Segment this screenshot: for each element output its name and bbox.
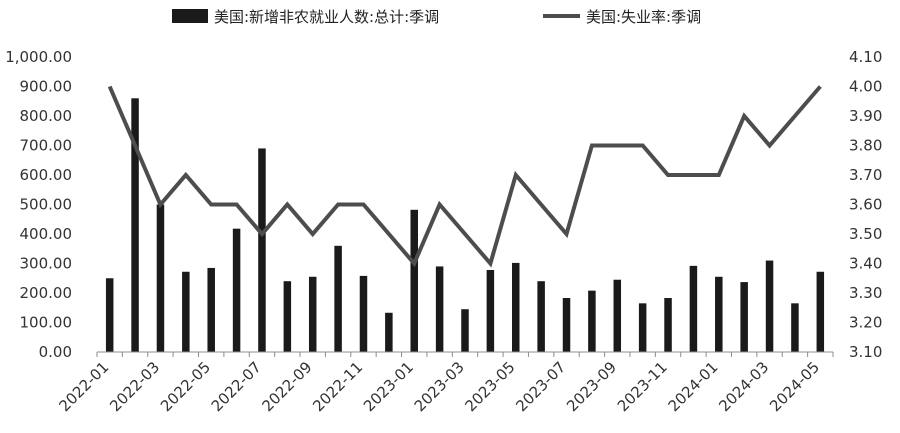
right-tick-label: 3.30 [849, 284, 882, 302]
x-tick-label: 2022-05 [157, 358, 214, 415]
bar-2023-03 [461, 309, 469, 352]
x-tick-label: 2024-03 [715, 358, 772, 415]
legend-bar-label: 美国:新增非农就业人数:总计:季调 [214, 8, 439, 26]
legend-line-label: 美国:失业率:季调 [586, 8, 701, 26]
left-tick-label: 700.00 [20, 137, 73, 155]
right-tick-label: 3.60 [849, 196, 882, 214]
x-tick-label: 2022-11 [309, 358, 366, 415]
bar-2023-05 [512, 262, 520, 352]
x-tick-label: 2022-07 [208, 358, 265, 415]
left-tick-label: 0.00 [39, 343, 72, 361]
right-tick-label: 3.20 [849, 314, 882, 332]
bar-2022-05 [207, 267, 215, 352]
right-tick-label: 4.00 [849, 78, 882, 96]
x-tick-label: 2023-09 [563, 358, 620, 415]
line-series [107, 85, 822, 268]
x-tick-label: 2024-01 [665, 358, 722, 415]
bar-2023-11 [664, 298, 672, 352]
left-tick-label: 100.00 [20, 314, 73, 332]
bar-2022-01 [105, 278, 114, 352]
bar-2022-09 [308, 276, 317, 352]
left-tick-label: 200.00 [20, 284, 73, 302]
legend-bar-swatch [172, 9, 208, 23]
x-tick-label: 2022-09 [258, 358, 315, 415]
right-tick-label: 3.10 [849, 343, 882, 361]
bar-2022-03 [156, 204, 165, 352]
right-tick-label: 3.90 [849, 107, 882, 125]
bar-2024-01 [715, 276, 723, 352]
right-axis: 3.10 3.20 3.30 3.40 3.50 3.60 3.70 3.80 3.90 4.00… [849, 48, 882, 361]
bar-2022-02 [131, 98, 139, 352]
x-tick-label: 2024-05 [766, 358, 823, 415]
x-axis: 2022-012022-032022-052022-072022-092022-… [55, 351, 834, 415]
legend: 美国:新增非农就业人数:总计:季调 美国:失业率:季调 [172, 8, 701, 26]
right-tick-label: 3.40 [849, 255, 882, 273]
bar-2022-12 [385, 312, 393, 352]
bar-2022-10 [334, 245, 342, 352]
bar-2023-09 [613, 279, 622, 352]
x-tick-label: 2023-01 [360, 358, 417, 415]
left-tick-label: 1,000.00 [5, 48, 72, 66]
bar-2024-02 [740, 282, 748, 352]
bar-series [105, 98, 825, 352]
bar-2023-04 [486, 269, 495, 352]
left-tick-label: 900.00 [20, 78, 73, 96]
bar-2023-06 [537, 281, 545, 352]
bar-2022-04 [182, 271, 190, 352]
right-tick-label: 4.10 [849, 48, 882, 66]
x-tick-label: 2023-07 [512, 358, 569, 415]
left-axis: 0.00 100.00 200.00 300.00 400.00 500.00 600.00… [5, 48, 72, 361]
bar-2022-07 [258, 148, 266, 352]
bar-2024-04 [791, 303, 799, 352]
left-tick-label: 300.00 [20, 255, 73, 273]
x-tick-label: 2022-03 [106, 358, 163, 415]
bar-2023-01 [410, 209, 418, 352]
x-tick-label: 2023-11 [614, 358, 671, 415]
bar-2024-05 [816, 271, 825, 352]
bar-2022-08 [283, 281, 292, 352]
bar-2023-02 [435, 266, 444, 352]
left-tick-label: 600.00 [20, 166, 73, 184]
unemployment-rate-line [107, 85, 822, 268]
x-tick-label: 2022-01 [55, 358, 112, 415]
bar-2023-08 [588, 290, 596, 352]
right-tick-label: 3.80 [849, 137, 882, 155]
left-tick-label: 500.00 [20, 196, 73, 214]
bar-2023-10 [638, 303, 647, 352]
bar-2023-12 [689, 265, 698, 352]
right-tick-label: 3.50 [849, 225, 882, 243]
bar-2022-06 [232, 228, 241, 352]
x-tick-label: 2023-05 [462, 358, 519, 415]
bar-2024-03 [765, 260, 774, 352]
bar-2023-07 [562, 298, 571, 352]
x-tick-label: 2023-03 [411, 358, 468, 415]
left-tick-label: 400.00 [20, 225, 73, 243]
bar-2022-11 [359, 275, 368, 352]
left-tick-label: 800.00 [20, 107, 73, 125]
right-tick-label: 3.70 [849, 166, 882, 184]
